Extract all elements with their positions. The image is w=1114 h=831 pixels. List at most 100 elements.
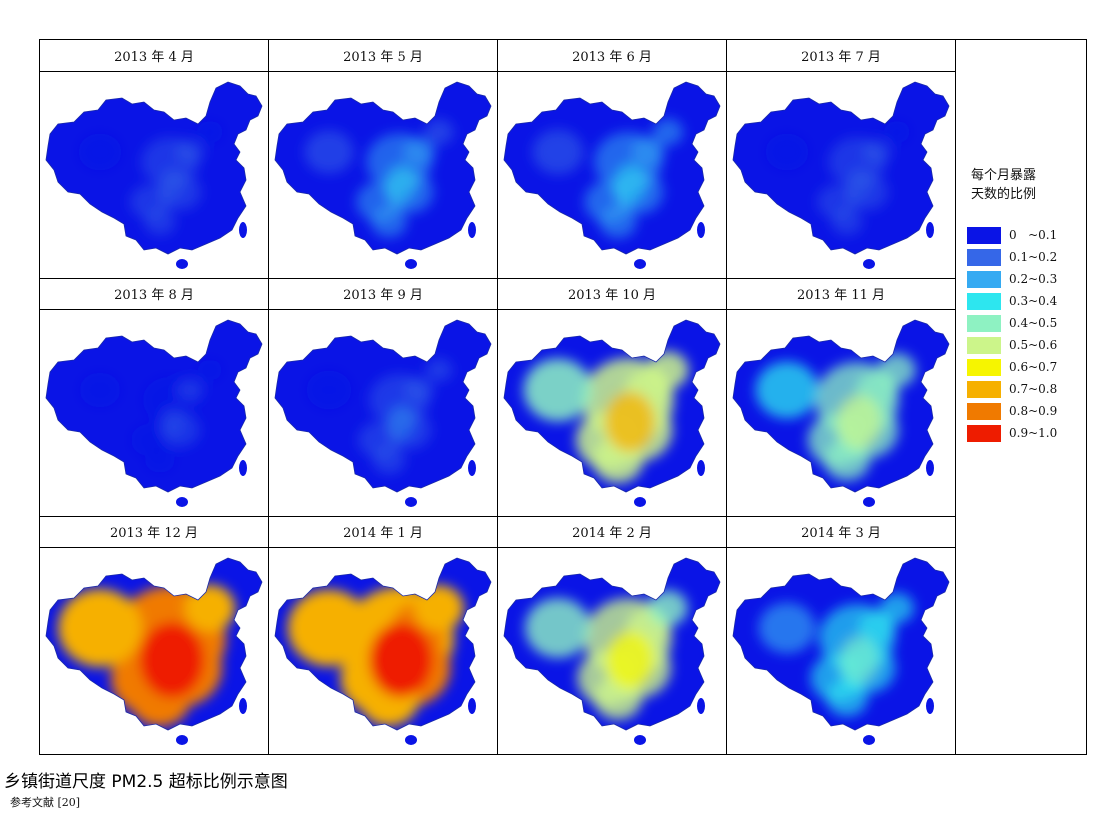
map-panel-title: 2013 年 11 月 [727,278,955,310]
legend-swatch [967,402,1001,420]
pollution-hotspot [425,358,453,382]
legend-swatch [967,424,1001,442]
pollution-hotspot [845,166,873,202]
country-outline [274,319,492,493]
legend-title-line-2: 天数的比例 [971,187,1037,202]
island-hainan [176,497,188,507]
pollution-hotspot [878,352,916,388]
pollution-hotspot [758,602,816,654]
pollution-hotspot [144,208,176,236]
legend-item: 0.1~0.2 [967,248,1057,266]
pollution-hotspot [823,439,871,481]
island-hainan [863,259,875,269]
choropleth-map [269,72,497,278]
pollution-hotspot [197,120,223,144]
pollution-hotspot [604,391,656,453]
island-hainan [634,259,646,269]
pollution-hotspot [613,162,647,206]
pollution-hotspot [159,405,185,439]
choropleth-map [269,548,497,754]
country-outline [45,81,263,255]
legend-label: 0.7~0.8 [1009,382,1058,396]
legend-swatch [967,270,1001,288]
island-taiwan [926,698,934,714]
map-panel: 2013 年 10 月 [498,278,727,516]
country-outline [45,557,263,731]
island-hainan [405,497,417,507]
legend-item: 0 ~0.1 [967,226,1057,244]
legend-swatch [967,358,1001,376]
country-outline [45,319,263,493]
legend-item: 0.9~1.0 [967,424,1057,442]
legend-swatch [967,248,1001,266]
island-taiwan [239,222,247,238]
legend-swatch [967,314,1001,332]
pollution-hotspot [306,370,352,410]
island-taiwan [239,698,247,714]
pollution-hotspot [631,137,665,167]
country-outline [274,557,492,731]
map-panel: 2013 年 4 月 [40,40,269,278]
pollution-hotspot [755,361,819,419]
china-map-svg [732,319,950,507]
legend-swatch [967,226,1001,244]
pollution-hotspot [648,590,688,626]
legend-item: 0.6~0.7 [967,358,1057,376]
pollution-hotspot [831,208,863,236]
map-panel-title: 2014 年 3 月 [727,516,955,548]
map-panel-title: 2013 年 4 月 [40,40,268,72]
pollution-hotspot [386,403,416,441]
country-outline [732,81,950,255]
choropleth-map [727,310,955,516]
china-map-svg [274,81,492,269]
map-panel: 2014 年 2 月 [498,516,727,754]
china-map-svg [503,557,721,745]
china-map-svg [732,81,950,269]
island-taiwan [468,698,476,714]
country-outline [274,81,492,255]
china-map-svg [45,319,263,507]
pollution-hotspot [287,589,371,667]
china-map-svg [274,557,492,745]
map-panel: 2013 年 12 月 [40,516,269,754]
choropleth-map [40,548,268,754]
map-panel: 2013 年 11 月 [727,278,956,516]
legend-swatch [967,336,1001,354]
legend-label: 0.5~0.6 [1009,338,1058,352]
legend-label: 0.3~0.4 [1009,294,1058,308]
pollution-hotspot [372,445,406,475]
choropleth-map [727,548,955,754]
pollution-hotspot [384,163,418,205]
figure-caption: 乡镇街道尺度 PM2.5 超标比例示意图 [4,772,288,792]
legend-label: 0.6~0.7 [1009,360,1058,374]
pollution-hotspot [145,447,175,473]
pollution-hotspot [78,133,122,171]
china-map-svg [274,319,492,507]
legend-item: 0.3~0.4 [967,292,1057,310]
pollution-hotspot [836,394,882,450]
pollution-hotspot [79,372,121,408]
figure-source: 参考文献 [20] [10,796,81,809]
pollution-hotspot [826,679,868,717]
country-outline [503,81,721,255]
legend-label: 0 ~0.1 [1009,228,1058,242]
map-panel: 2013 年 5 月 [269,40,498,278]
map-panel-title: 2013 年 8 月 [40,278,268,310]
legend-label: 0.4~0.5 [1009,316,1058,330]
island-hainan [405,735,417,745]
pollution-hotspot [525,598,591,658]
pollution-hotspot [176,378,204,402]
island-taiwan [926,460,934,476]
pollution-hotspot [197,359,223,381]
legend-swatch [967,380,1001,398]
choropleth-map [727,72,955,278]
map-panel-title: 2013 年 6 月 [498,40,726,72]
map-panel: 2014 年 3 月 [727,516,956,754]
pollution-hotspot [523,358,593,422]
map-panel-title: 2014 年 2 月 [498,516,726,548]
pollution-hotspot [369,622,433,698]
pollution-hotspot [58,589,142,667]
legend-label: 0.1~0.2 [1009,250,1058,264]
pollution-hotspot [839,635,879,685]
pollution-hotspot [765,133,809,171]
